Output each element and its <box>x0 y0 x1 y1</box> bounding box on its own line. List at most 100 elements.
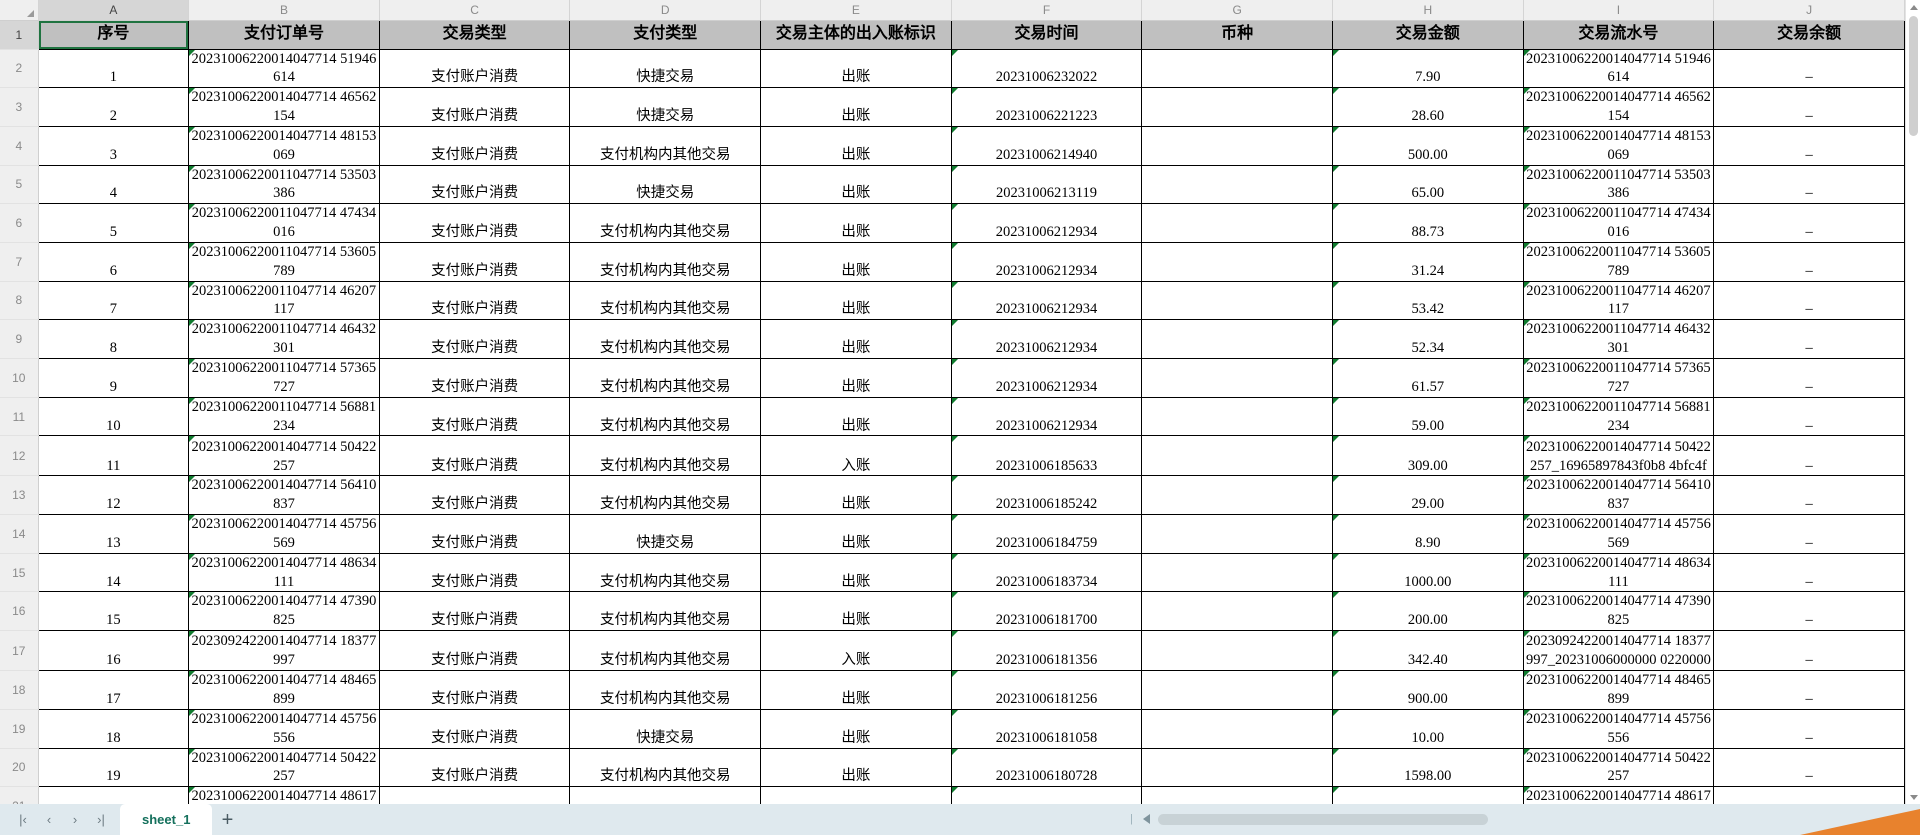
cell-f20[interactable]: 20231006180728 <box>951 748 1143 788</box>
cell-h10[interactable]: 61.57 <box>1332 358 1524 398</box>
cell-d16[interactable]: 支付机构内其他交易 <box>569 591 762 632</box>
cell-g5[interactable] <box>1141 165 1333 205</box>
cell-d7[interactable]: 支付机构内其他交易 <box>569 242 762 282</box>
cell-c3[interactable]: 支付账户消费 <box>379 87 571 127</box>
cell-b10[interactable]: 20231006220011047714 57365727 <box>188 358 380 398</box>
table-row[interactable]: 20 19 20231006220014047714 50422257 支付账户消费支… <box>0 748 1905 788</box>
cell-g20[interactable] <box>1141 748 1333 788</box>
cell-g19[interactable] <box>1141 709 1333 749</box>
cell-i10[interactable]: 20231006220011047714 57365727 <box>1523 358 1715 398</box>
cell-d4[interactable]: 支付机构内其他交易 <box>569 126 762 166</box>
cell-i6[interactable]: 20231006220011047714 47434016 <box>1523 203 1715 243</box>
cell-a18[interactable]: 17 <box>37 670 190 710</box>
cell-i21[interactable]: 20231006220014047714 48617587 <box>1523 786 1715 804</box>
row-header-3[interactable]: 3 <box>0 87 39 127</box>
cell-i9[interactable]: 20231006220011047714 46432301 <box>1523 319 1715 359</box>
header-cell-j[interactable]: 交易余额 <box>1713 20 1905 50</box>
cell-j12[interactable]: – <box>1713 435 1905 477</box>
table-row[interactable]: 13 12 20231006220014047714 56410837 支付账户消费支… <box>0 475 1905 516</box>
cell-c21[interactable]: 支付账户消费 <box>379 786 571 804</box>
table-row[interactable]: 2 1 20231006220014047714 51946614 支付账户消费 快捷交… <box>0 49 1905 89</box>
row-header-14[interactable]: 14 <box>0 514 39 554</box>
table-row[interactable]: 11 10 20231006220011047714 56881234 支付账户消费支… <box>0 397 1905 437</box>
table-row[interactable]: 212020231006220014047714 48617587支付账户消费快… <box>0 786 1905 804</box>
cell-h16[interactable]: 200.00 <box>1332 591 1524 632</box>
cell-b6[interactable]: 20231006220011047714 47434016 <box>188 203 380 243</box>
cell-a12[interactable]: 11 <box>37 435 190 477</box>
cell-c19[interactable]: 支付账户消费 <box>379 709 571 749</box>
cell-a3[interactable]: 2 <box>37 87 190 127</box>
cell-b11[interactable]: 20231006220011047714 56881234 <box>188 397 380 437</box>
cell-h2[interactable]: 7.90 <box>1332 49 1524 89</box>
cell-h3[interactable]: 28.60 <box>1332 87 1524 127</box>
cell-j2[interactable]: – <box>1713 49 1905 89</box>
cell-d2[interactable]: 快捷交易 <box>569 49 762 89</box>
cell-g9[interactable] <box>1141 319 1333 359</box>
cell-f15[interactable]: 20231006183734 <box>951 553 1143 593</box>
grid-scroll-viewport[interactable]: A B C D E F G H I J 1 序号 支付订单号 交易类型 支付类型 交易主体… <box>0 0 1905 804</box>
cell-i4[interactable]: 20231006220014047714 48153069 <box>1523 126 1715 166</box>
cell-e3[interactable]: 出账 <box>760 87 952 127</box>
cell-i19[interactable]: 20231006220014047714 45756556 <box>1523 709 1715 749</box>
column-header-e[interactable]: E <box>760 0 952 21</box>
cell-d10[interactable]: 支付机构内其他交易 <box>569 358 762 398</box>
cell-a2[interactable]: 1 <box>37 49 190 89</box>
cell-i15[interactable]: 20231006220014047714 48634111 <box>1523 553 1715 593</box>
cell-g15[interactable] <box>1141 553 1333 593</box>
cell-i13[interactable]: 20231006220014047714 56410837 <box>1523 475 1715 516</box>
cell-d21[interactable]: 快捷交易 <box>569 786 762 804</box>
cell-a5[interactable]: 4 <box>37 165 190 205</box>
cell-e16[interactable]: 出账 <box>760 591 952 632</box>
cell-h6[interactable]: 88.73 <box>1332 203 1524 243</box>
cell-j14[interactable]: – <box>1713 514 1905 554</box>
cell-e13[interactable]: 出账 <box>760 475 952 516</box>
cell-j20[interactable]: – <box>1713 748 1905 788</box>
cell-a21[interactable]: 20 <box>37 786 190 804</box>
row-header-7[interactable]: 7 <box>0 242 39 282</box>
cell-c6[interactable]: 支付账户消费 <box>379 203 571 243</box>
cell-c13[interactable]: 支付账户消费 <box>379 475 571 516</box>
cell-i16[interactable]: 20231006220014047714 47390825 <box>1523 591 1715 632</box>
cell-j4[interactable]: – <box>1713 126 1905 166</box>
cell-b3[interactable]: 20231006220014047714 46562154 <box>188 87 380 127</box>
cell-c11[interactable]: 支付账户消费 <box>379 397 571 437</box>
cell-j19[interactable]: – <box>1713 709 1905 749</box>
cell-b8[interactable]: 20231006220011047714 46207117 <box>188 281 380 321</box>
cell-d5[interactable]: 快捷交易 <box>569 165 762 205</box>
cell-e9[interactable]: 出账 <box>760 319 952 359</box>
cell-a14[interactable]: 13 <box>37 514 190 554</box>
cell-f17[interactable]: 20231006181356 <box>951 630 1143 672</box>
column-header-f[interactable]: F <box>951 0 1143 21</box>
cell-h18[interactable]: 900.00 <box>1332 670 1524 710</box>
cell-f3[interactable]: 20231006221223 <box>951 87 1143 127</box>
column-header-d[interactable]: D <box>569 0 762 21</box>
cell-d18[interactable]: 支付机构内其他交易 <box>569 670 762 710</box>
vertical-scroll-thumb[interactable] <box>1909 16 1918 136</box>
cell-a11[interactable]: 10 <box>37 397 190 437</box>
cell-d6[interactable]: 支付机构内其他交易 <box>569 203 762 243</box>
cell-j10[interactable]: – <box>1713 358 1905 398</box>
cell-b20[interactable]: 20231006220014047714 50422257 <box>188 748 380 788</box>
cell-f4[interactable]: 20231006214940 <box>951 126 1143 166</box>
cell-h12[interactable]: 309.00 <box>1332 435 1524 477</box>
cell-e20[interactable]: 出账 <box>760 748 952 788</box>
cell-f19[interactable]: 20231006181058 <box>951 709 1143 749</box>
cell-d12[interactable]: 支付机构内其他交易 <box>569 435 762 477</box>
cell-h13[interactable]: 29.00 <box>1332 475 1524 516</box>
cell-c4[interactable]: 支付账户消费 <box>379 126 571 166</box>
cell-e6[interactable]: 出账 <box>760 203 952 243</box>
cell-a17[interactable]: 16 <box>37 630 190 672</box>
column-header-i[interactable]: I <box>1523 0 1715 21</box>
cell-g17[interactable] <box>1141 630 1333 672</box>
cell-i14[interactable]: 20231006220014047714 45756569 <box>1523 514 1715 554</box>
cell-g4[interactable] <box>1141 126 1333 166</box>
cell-b15[interactable]: 20231006220014047714 48634111 <box>188 553 380 593</box>
cell-e4[interactable]: 出账 <box>760 126 952 166</box>
cell-b19[interactable]: 20231006220014047714 45756556 <box>188 709 380 749</box>
table-row[interactable]: 17 16 20230924220014047714 18377997 支付账户消费支… <box>0 630 1905 672</box>
cell-e18[interactable]: 出账 <box>760 670 952 710</box>
cell-b13[interactable]: 20231006220014047714 56410837 <box>188 475 380 516</box>
cell-d13[interactable]: 支付机构内其他交易 <box>569 475 762 516</box>
cell-h9[interactable]: 52.34 <box>1332 319 1524 359</box>
cell-h5[interactable]: 65.00 <box>1332 165 1524 205</box>
